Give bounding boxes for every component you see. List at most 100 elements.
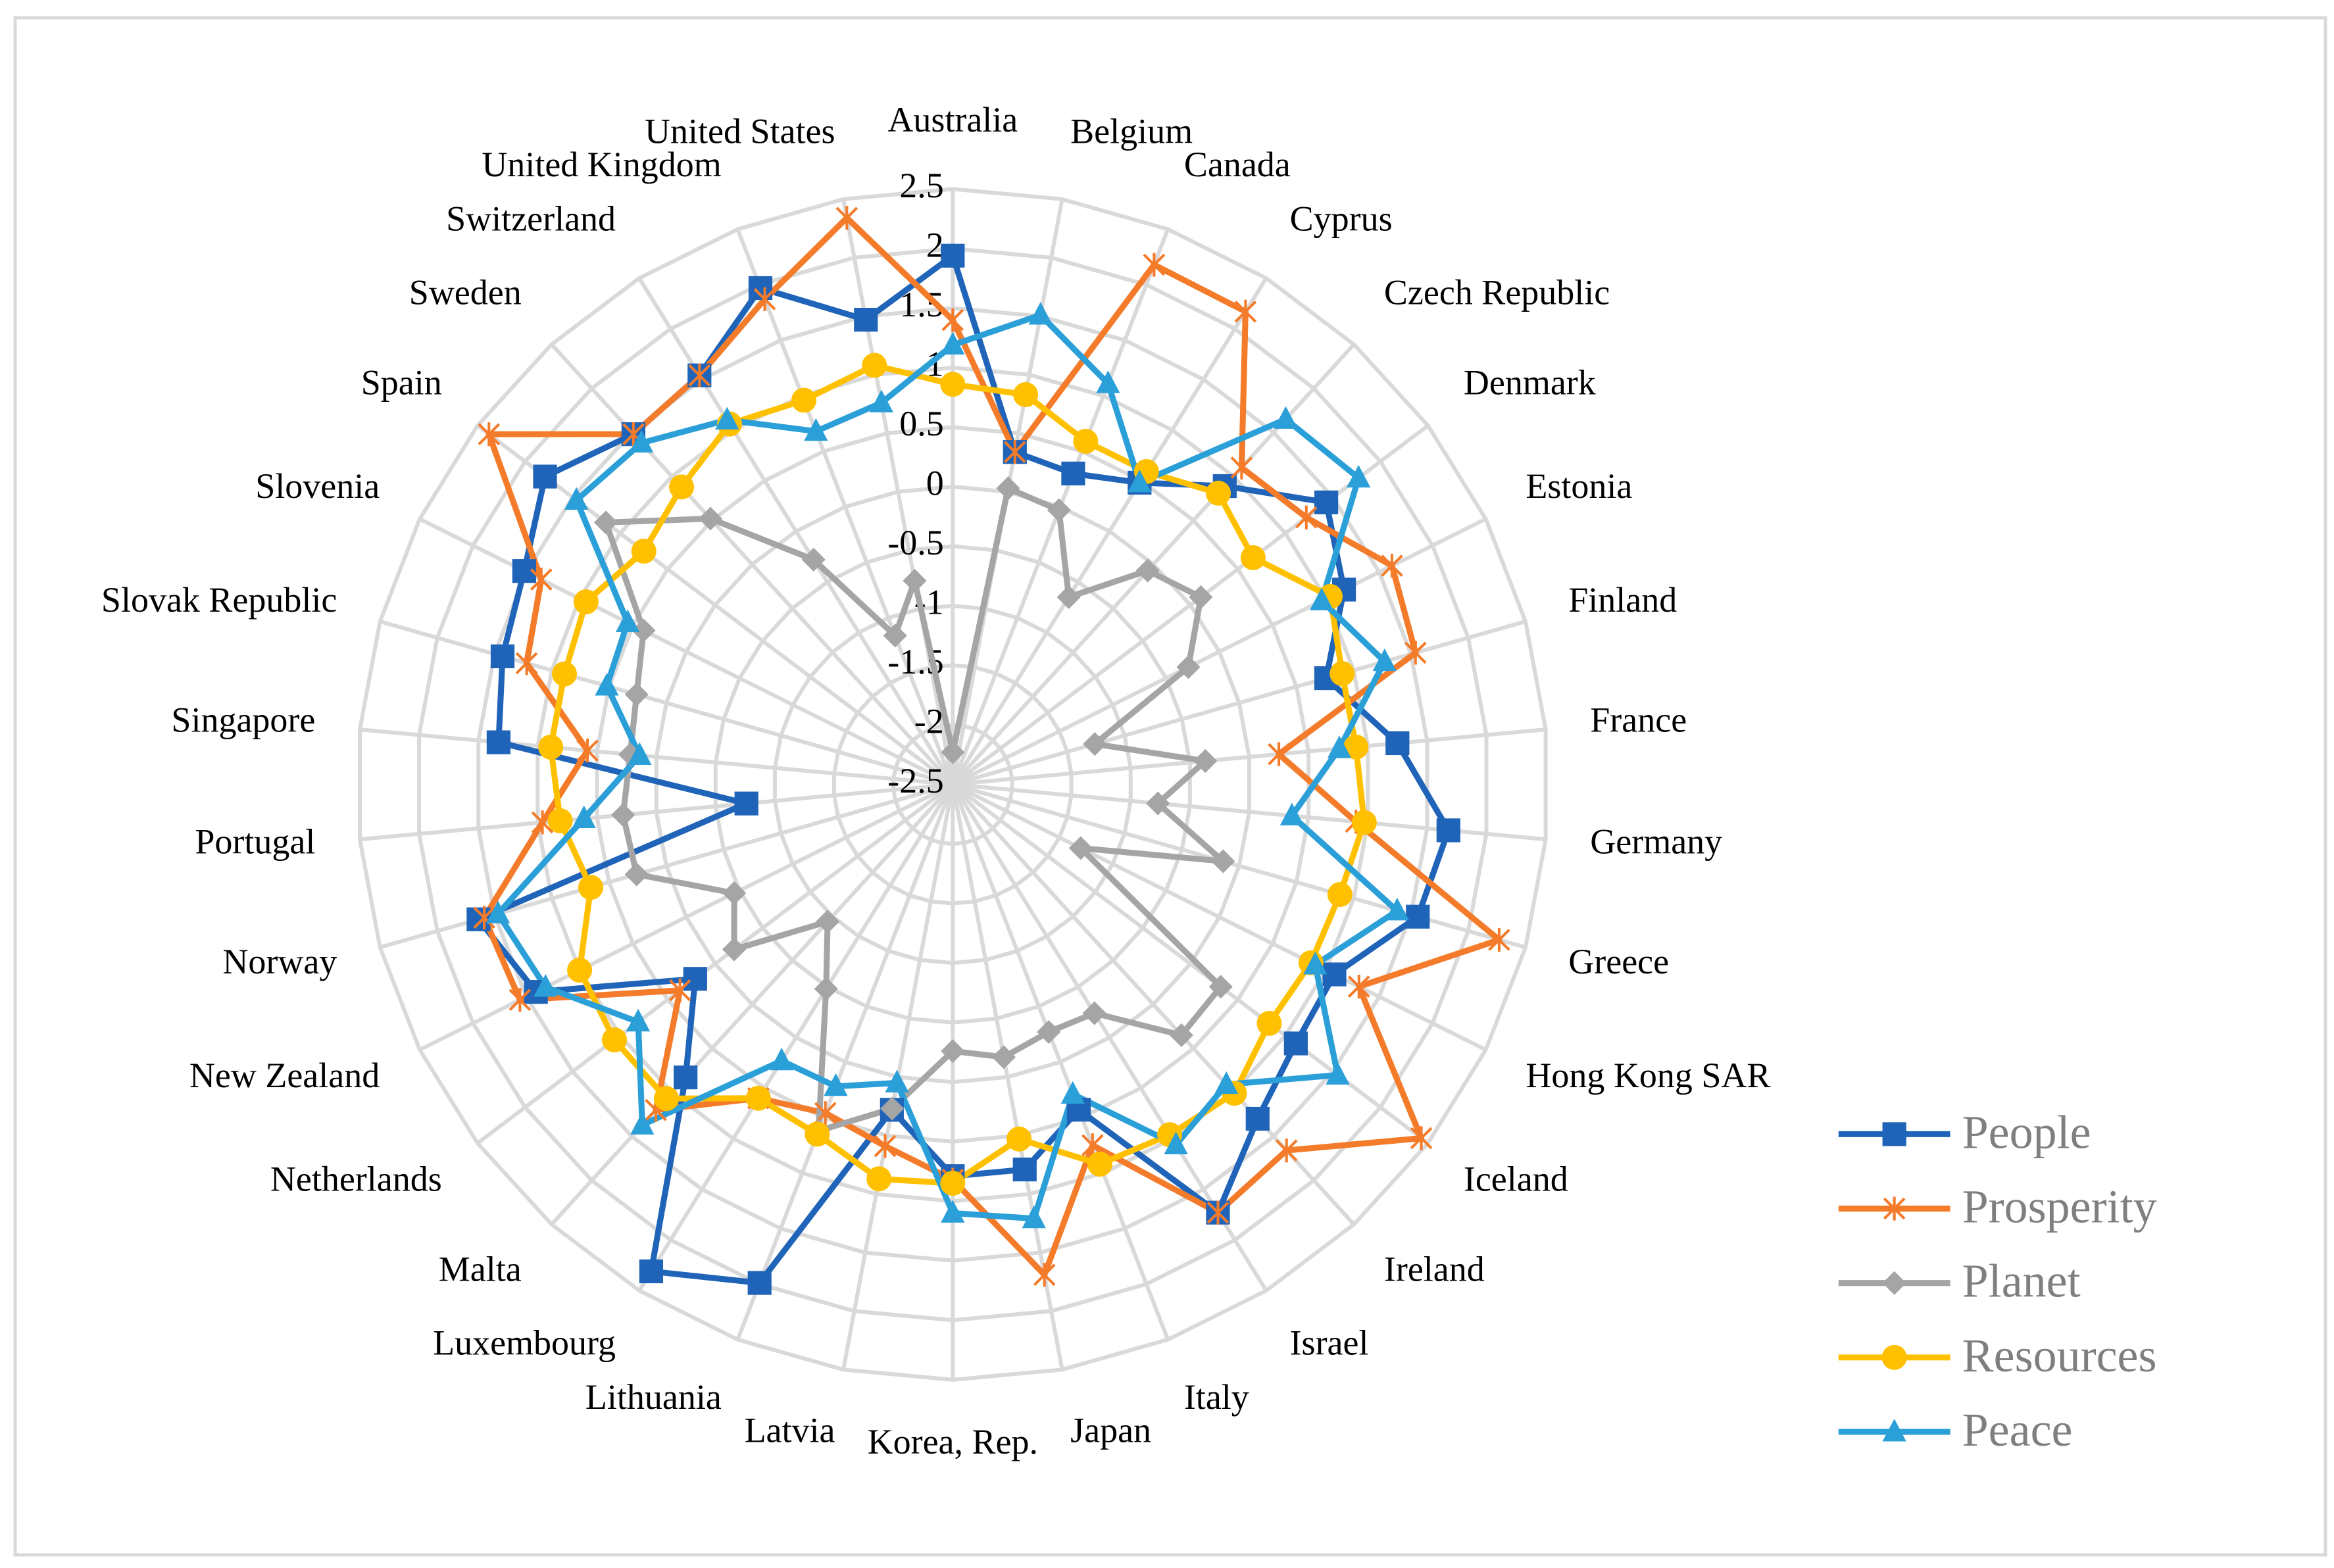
marker [1189, 585, 1213, 609]
marker [1006, 1126, 1032, 1152]
marker [941, 1039, 965, 1064]
marker [1164, 1131, 1188, 1155]
legend-marker [1882, 1122, 1906, 1146]
marker [1275, 1139, 1298, 1163]
marker [1322, 962, 1347, 987]
marker [1295, 505, 1318, 529]
category-label: Ireland [1384, 1250, 1485, 1289]
legend-marker [1882, 1419, 1906, 1442]
marker [629, 429, 654, 453]
marker [653, 1086, 679, 1112]
marker [805, 1121, 830, 1147]
spoke [418, 517, 954, 787]
category-label: Germany [1590, 822, 1722, 862]
marker [1087, 1151, 1112, 1177]
marker [1146, 791, 1170, 816]
marker [804, 418, 828, 441]
marker [486, 730, 510, 754]
marker [533, 464, 557, 489]
legend-item: Peace [1838, 1404, 2073, 1456]
spoke [637, 783, 955, 1292]
marker [1240, 545, 1266, 570]
marker [1256, 1010, 1282, 1036]
marker [1061, 461, 1085, 486]
marker [1135, 558, 1160, 583]
marker [880, 1096, 905, 1121]
marker [791, 387, 817, 413]
marker [601, 1027, 628, 1053]
spoke [359, 727, 953, 787]
marker [538, 734, 564, 760]
legend-label: People [1962, 1106, 2091, 1158]
spoke [735, 783, 955, 1340]
r-tick-label: 0.5 [899, 404, 944, 443]
r-tick-label: -2.5 [887, 761, 943, 800]
category-label: Italy [1184, 1377, 1249, 1417]
spoke [951, 517, 1487, 787]
legend-marker [1883, 1196, 1906, 1221]
category-label: Latvia [745, 1411, 835, 1450]
marker [509, 988, 532, 1012]
category-label: Luxembourg [433, 1323, 616, 1362]
marker [1327, 882, 1353, 908]
marker [1351, 810, 1377, 835]
marker [1303, 952, 1328, 975]
category-label: Canada [1184, 145, 1291, 184]
marker [490, 644, 515, 668]
spoke [359, 782, 953, 842]
marker [866, 1166, 892, 1192]
category-label: Spain [361, 362, 442, 402]
spoke [550, 783, 955, 1226]
marker [1060, 1081, 1085, 1104]
marker [567, 958, 593, 983]
category-label: United States [645, 111, 835, 151]
marker [715, 406, 739, 429]
category-label: Estonia [1526, 466, 1632, 506]
spoke [951, 782, 1487, 1052]
marker [824, 1073, 848, 1096]
legend-label: Prosperity [1962, 1181, 2157, 1233]
marker [1410, 1126, 1433, 1150]
marker [1309, 587, 1334, 610]
marker [1206, 1200, 1229, 1225]
category-label: Belgium [1070, 111, 1193, 151]
marker [668, 978, 691, 1002]
legend-label: Peace [1962, 1404, 2073, 1456]
marker [1436, 818, 1460, 843]
category-label: New Zealand [189, 1056, 380, 1095]
marker [628, 742, 652, 765]
category-label: Norway [222, 942, 337, 981]
marker [1037, 1019, 1061, 1044]
marker [1327, 735, 1352, 758]
marker [753, 287, 776, 311]
category-label: Czech Republic [1384, 272, 1610, 312]
spoke [952, 619, 1526, 787]
marker [1193, 748, 1218, 773]
marker [547, 808, 573, 833]
marker [722, 937, 747, 962]
category-label: Slovenia [255, 466, 380, 506]
marker [1326, 1062, 1350, 1085]
marker [632, 618, 656, 643]
marker [869, 389, 893, 412]
marker [552, 661, 578, 687]
marker [940, 1171, 966, 1196]
marker [941, 1200, 965, 1223]
spoke [476, 783, 955, 1145]
marker [885, 1069, 909, 1092]
spoke [951, 783, 1170, 1340]
marker [1068, 836, 1093, 860]
marker [1033, 1263, 1056, 1287]
spoke [418, 782, 954, 1052]
marker [564, 487, 589, 510]
marker [624, 862, 649, 887]
marker [1372, 648, 1397, 672]
marker [770, 1047, 794, 1071]
category-label: Denmark [1464, 362, 1596, 402]
r-tick-label: 0 [926, 463, 944, 502]
marker [624, 682, 649, 706]
category-label: Lithuania [585, 1377, 722, 1417]
marker [1404, 641, 1427, 665]
marker [1314, 490, 1339, 514]
marker [593, 510, 618, 535]
